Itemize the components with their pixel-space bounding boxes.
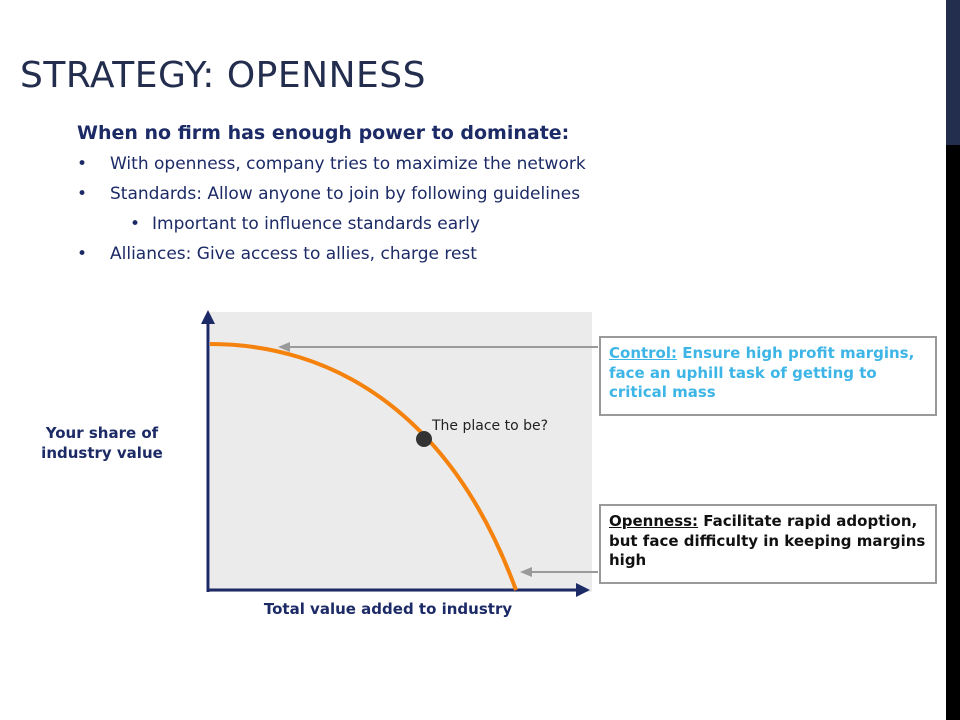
- side-accent-bar-bottom: [946, 145, 960, 720]
- bullet-text: Standards: Allow anyone to join by follo…: [110, 184, 581, 204]
- slide-title: STRATEGY: OPENNESS: [20, 55, 426, 96]
- side-accent-bar-top: [946, 0, 960, 145]
- openness-callout-heading: Openness:: [609, 512, 699, 530]
- openness-callout: Openness: Facilitate rapid adoption, but…: [599, 504, 937, 584]
- tradeoff-curve: [209, 342, 518, 591]
- plot-background: [210, 312, 592, 592]
- bullet-text: With openness, company tries to maximize…: [110, 154, 586, 174]
- bullet-item: • Alliances: Give access to allies, char…: [77, 244, 477, 264]
- control-arrowhead: [278, 342, 290, 352]
- bullet-dot: •: [77, 154, 88, 174]
- control-callout-body: Ensure high profit margins, face an uphi…: [609, 344, 915, 401]
- bullet-item-sub: • Important to influence standards early: [130, 214, 480, 234]
- openness-arrowhead: [520, 567, 532, 577]
- sweet-spot-point: [416, 431, 432, 447]
- slide-subheading: When no firm has enough power to dominat…: [77, 122, 570, 144]
- bullet-text: Important to influence standards early: [152, 214, 480, 234]
- control-callout-heading: Control:: [609, 344, 678, 362]
- bullet-text: Alliances: Give access to allies, charge…: [110, 244, 477, 264]
- x-axis-label: Total value added to industry: [263, 600, 513, 618]
- y-axis-label: Your share of industry value: [41, 424, 163, 462]
- y-axis-arrowhead: [201, 310, 215, 324]
- bullet-dot: •: [77, 244, 88, 264]
- control-callout: Control: Ensure high profit margins, fac…: [599, 336, 937, 416]
- bullet-item: • Standards: Allow anyone to join by fol…: [77, 184, 581, 204]
- openness-callout-body: Facilitate rapid adoption, but face diff…: [609, 512, 926, 569]
- bullet-dot: •: [130, 214, 141, 234]
- bullet-item: • With openness, company tries to maximi…: [77, 154, 586, 174]
- sweet-spot-label: The place to be?: [432, 418, 549, 434]
- bullet-dot: •: [77, 184, 88, 204]
- x-axis-arrowhead: [576, 583, 590, 597]
